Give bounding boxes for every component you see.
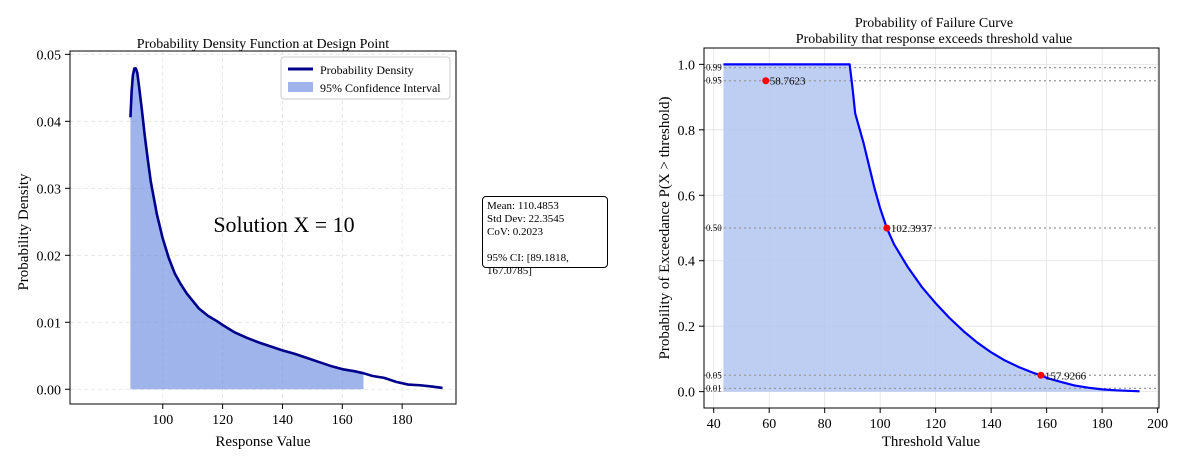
pof-fill (723, 64, 1140, 392)
pof-marker (762, 77, 770, 85)
pof-ytick-label: 0.2 (678, 320, 696, 335)
pdf-xtick-label: 100 (152, 413, 173, 428)
pdf-axis-ticks: 100 120 140 160 180 0.00 0.01 0.02 0.03 0.04 0.05 (37, 48, 413, 428)
pof-ref-label: 0.99 (706, 63, 722, 73)
pof-marker (883, 224, 891, 232)
pof-ref-label: 0.05 (706, 370, 722, 380)
pof-grid (704, 48, 1159, 408)
pof-ref-label: 0.50 (706, 223, 722, 233)
pof-ref-label: 0.95 (706, 76, 722, 86)
pof-curve (723, 63, 1140, 393)
pdf-annotation: Solution X = 10 (213, 212, 354, 237)
stats-mean: Mean: 110.4853 (487, 200, 559, 212)
pdf-xtick-label: 120 (212, 413, 233, 428)
pdf-xtick-label: 140 (272, 413, 293, 428)
pof-reference-lines: 0.99 0.95 0.50 0.05 0.01 (704, 63, 1159, 393)
pof-xtick-label: 80 (818, 417, 832, 432)
pof-xlabel: Threshold Value (882, 434, 981, 450)
pdf-legend: Probability Density 95% Confidence Inter… (280, 56, 451, 100)
pof-ytick-label: 1.0 (678, 58, 696, 73)
pof-marker-label: 58.7623 (770, 76, 806, 88)
pdf-ytick-label: 0.02 (37, 249, 62, 264)
pof-xtick-label: 140 (981, 417, 1002, 432)
pof-ref-label: 0.01 (706, 383, 722, 393)
pof-xtick-label: 180 (1092, 417, 1113, 432)
pof-ytick-label: 0.0 (678, 386, 696, 401)
pdf-ytick-label: 0.01 (37, 316, 62, 331)
pdf-plot-frame (69, 50, 457, 405)
pof-marked-points: 58.7623 102.3937 157.9266 (762, 76, 1087, 382)
pdf-chart: Probability Density Function at Design P… (16, 37, 457, 450)
pof-chart-title: Probability of Failure Curve (855, 16, 1013, 31)
pof-marker-label: 102.3937 (891, 223, 933, 235)
pdf-ylabel: Probability Density (16, 173, 32, 291)
pdf-density-line (129, 67, 443, 390)
pdf-ci-area (130, 68, 364, 390)
pdf-ytick-label: 0.03 (37, 182, 62, 197)
pof-marker (1037, 371, 1045, 379)
pof-ytick-label: 0.6 (678, 189, 696, 204)
pdf-density-curve (129, 67, 443, 390)
pdf-chart-title: Probability Density Function at Design P… (137, 37, 389, 52)
pof-marker-label: 157.9266 (1045, 370, 1087, 382)
legend-label-density: Probability Density (320, 63, 414, 77)
pdf-ci-fill (130, 68, 364, 390)
pof-ylabel: Probability of Exceedance P(X > threshol… (657, 97, 673, 360)
pof-curve-line (723, 63, 1140, 393)
stats-ci: 95% CI: [89.1818, 167.0785] (487, 252, 569, 277)
pof-plot-frame (703, 47, 1160, 409)
pdf-xtick-label: 160 (332, 413, 353, 428)
pof-area (723, 64, 1140, 392)
pof-axis-ticks: 40 60 80 100 120 140 160 180 200 0.0 0.2 0.4 0.6 0.8 1… (678, 58, 1169, 432)
pdf-ytick-label: 0.05 (37, 48, 62, 63)
stats-box: Mean: 110.4853 Std Dev: 22.3545 CoV: 0.2… (482, 196, 608, 277)
pdf-ytick-label: 0.04 (37, 115, 62, 130)
stats-std: Std Dev: 22.3545 (487, 213, 565, 225)
legend-label-ci: 95% Confidence Interval (320, 81, 441, 95)
pof-xtick-label: 40 (707, 417, 721, 432)
pof-xtick-label: 120 (925, 417, 946, 432)
pof-ytick-label: 0.8 (678, 124, 696, 139)
pof-chart-subtitle: Probability that response exceeds thresh… (796, 32, 1072, 47)
pof-xtick-label: 100 (870, 417, 891, 432)
pof-xtick-label: 60 (762, 417, 776, 432)
pof-xtick-label: 160 (1036, 417, 1057, 432)
pof-ytick-label: 0.4 (678, 255, 696, 270)
legend-fill-swatch (288, 82, 313, 92)
pof-xtick-label: 200 (1147, 417, 1168, 432)
pdf-xtick-label: 180 (392, 413, 413, 428)
pdf-ytick-label: 0.00 (37, 383, 62, 398)
pdf-xlabel: Response Value (215, 434, 310, 450)
stats-cov: CoV: 0.2023 (487, 226, 544, 238)
